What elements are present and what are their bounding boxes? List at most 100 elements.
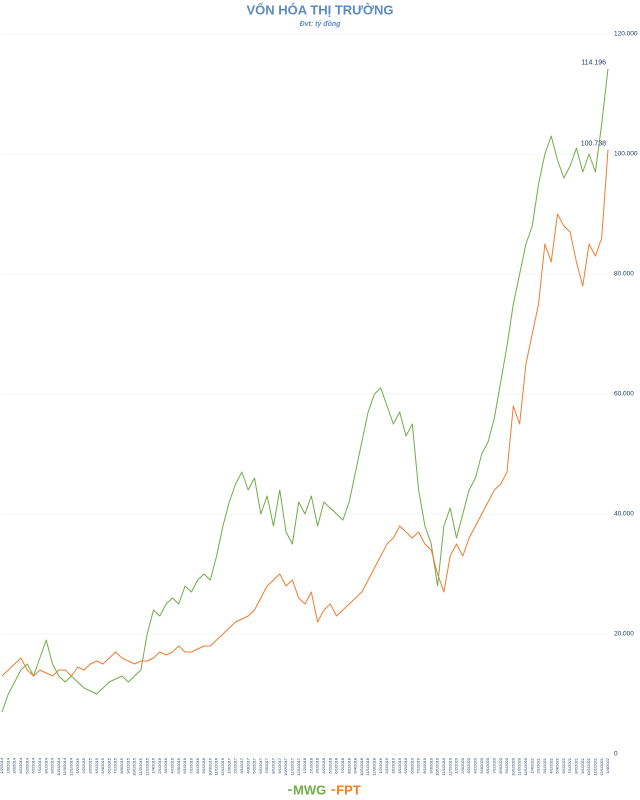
x-tick-label: 11/1/2017 — [289, 757, 294, 775]
x-tick-label: 11/1/2021 — [592, 757, 597, 775]
value-label: 100.738 — [581, 140, 606, 147]
x-tick-label: 1/2/2020 — [454, 757, 459, 773]
x-tick-label: 5/4/2015 — [100, 757, 105, 773]
x-tick-label: 7/1/2020 — [491, 757, 496, 773]
x-tick-label: 6/1/2017 — [258, 757, 263, 773]
x-tick-label: 8/1/2016 — [195, 757, 200, 773]
x-tick-label: 6/1/2021 — [561, 757, 566, 773]
x-tick-label: 1/2/2018 — [302, 757, 307, 773]
x-tick-label: 9/4/2018 — [353, 757, 358, 773]
x-tick-label: 7/1/2016 — [188, 757, 193, 773]
x-tick-label: 1/4/2021 — [529, 757, 534, 773]
x-tick-label: 6/1/2020 — [485, 757, 490, 773]
x-tick-label: 4/1/2016 — [170, 757, 175, 773]
x-tick-label: 12/1/2017 — [296, 757, 301, 776]
x-tick-label: 11/1/2019 — [441, 757, 446, 775]
x-tick-label: 10/1/2020 — [510, 757, 515, 776]
x-tick-label: 3/1/2016 — [163, 757, 168, 773]
x-tick-label: 1/2/2015 — [75, 757, 80, 773]
x-tick-label: 9/1/2015 — [125, 757, 130, 773]
x-tick-label: 7/3/2017 — [264, 757, 269, 773]
x-tick-label: 12/3/2018 — [372, 757, 377, 776]
x-tick-label: 11/1/2018 — [365, 757, 370, 775]
x-tick-label: 2/1/2018 — [308, 757, 313, 773]
x-tick-label: 2/2/2015 — [81, 757, 86, 773]
x-tick-label: 12/1/2015 — [144, 757, 149, 776]
x-tick-label: 10/1/2021 — [586, 757, 591, 776]
x-tick-label: 10/1/2019 — [435, 757, 440, 776]
x-tick-label: 5/2/2019 — [403, 757, 408, 773]
x-tick-label: 4/3/2017 — [245, 757, 250, 773]
x-tick-label: 9/2/2014 — [50, 757, 55, 773]
x-tick-label: 4/2/2018 — [321, 757, 326, 773]
x-tick-label: 7/1/2015 — [113, 757, 118, 773]
x-tick-label: 5/4/2021 — [555, 757, 560, 773]
x-tick-label: 5/2/2018 — [327, 757, 332, 773]
x-tick-label: 5/3/2016 — [176, 757, 181, 773]
x-tick-label: 6/2/2014 — [31, 757, 36, 773]
x-tick-label: 12/1/2016 — [220, 757, 225, 776]
x-tick-label: 3/1/2017 — [239, 757, 244, 773]
x-tick-label: 2/1/2016 — [157, 757, 162, 773]
series-line — [1, 68, 609, 713]
x-tick-label: 6/1/2016 — [182, 757, 187, 773]
x-tick-label: 3/1/2021 — [542, 757, 547, 773]
x-tick-label: 5/2/2014 — [24, 757, 29, 773]
x-tick-label: 2/3/2014 — [5, 757, 10, 773]
y-tick-label: 0 — [614, 751, 618, 758]
x-tick-label: 6/1/2018 — [334, 757, 339, 773]
x-tick-label: 4/1/2014 — [18, 757, 23, 773]
y-tick-label: 20.000 — [614, 631, 634, 638]
x-tick-label: 1/4/2022 — [605, 757, 610, 773]
x-tick-label: 3/1/2019 — [390, 757, 395, 773]
x-tick-label: 1/2/2019 — [378, 757, 383, 773]
x-tick-label: 10/3/2016 — [207, 757, 212, 776]
x-tick-label: 9/1/2021 — [580, 757, 585, 773]
x-tick-label: 3/2/2015 — [87, 757, 92, 773]
chart-subtitle: Đvt: tỷ đồng — [300, 19, 342, 28]
legend-label: FPT — [336, 782, 361, 797]
value-label: 114.196 — [581, 60, 606, 67]
x-tick-label: 10/1/2015 — [132, 757, 137, 776]
x-tick-label: 2/3/2020 — [460, 757, 465, 773]
x-tick-label: 1/2/2014 — [0, 757, 4, 773]
x-tick-label: 9/1/2020 — [504, 757, 509, 773]
x-tick-label: 10/2/2017 — [283, 757, 288, 776]
x-tick-label: 7/1/2019 — [416, 757, 421, 773]
x-tick-label: 8/1/2014 — [43, 757, 48, 773]
x-tick-label: 2/1/2019 — [384, 757, 389, 773]
x-tick-label: 3/3/2014 — [12, 757, 17, 773]
x-tick-label: 1/3/2017 — [226, 757, 231, 773]
x-tick-label: 6/3/2019 — [409, 757, 414, 773]
x-tick-label: 7/1/2014 — [37, 757, 42, 773]
x-tick-label: 8/3/2020 — [498, 757, 503, 773]
x-tick-label: 3/1/2018 — [315, 757, 320, 773]
x-tick-label: 4/1/2021 — [548, 757, 553, 773]
x-tick-label: 7/1/2021 — [567, 757, 572, 773]
y-tick-label: 80.000 — [614, 271, 634, 278]
x-tick-label: 11/3/2014 — [62, 757, 67, 775]
x-tick-label: 5/4/2020 — [479, 757, 484, 773]
x-tick-label: 3/2/2020 — [466, 757, 471, 773]
legend-label: MWG — [293, 782, 326, 797]
x-tick-label: 1/4/2016 — [151, 757, 156, 773]
x-tick-label: 9/1/2017 — [277, 757, 282, 773]
x-tick-label: 8/2/2021 — [574, 757, 579, 773]
x-tick-label: 5/2/2017 — [252, 757, 257, 773]
y-tick-label: 60.000 — [614, 391, 634, 398]
x-tick-label: 2/1/2017 — [233, 757, 238, 773]
y-tick-label: 100.000 — [614, 151, 638, 158]
chart-title: VỐN HÓA THỊ TRƯỜNG — [246, 2, 393, 17]
x-tick-label: 12/2/2019 — [447, 757, 452, 776]
x-tick-label: 10/1/2018 — [359, 757, 364, 776]
x-tick-label: 4/1/2015 — [94, 757, 99, 773]
x-tick-label: 11/2/2015 — [138, 757, 143, 775]
x-tick-label: 4/1/2020 — [473, 757, 478, 773]
x-tick-label: 10/1/2014 — [56, 757, 61, 776]
y-tick-label: 40.000 — [614, 511, 634, 518]
x-tick-label: 4/1/2019 — [397, 757, 402, 773]
x-tick-label: 11/1/2016 — [214, 757, 219, 775]
x-tick-label: 8/3/2015 — [119, 757, 124, 773]
x-tick-label: 6/1/2015 — [106, 757, 111, 773]
x-tick-label: 8/1/2019 — [422, 757, 427, 773]
